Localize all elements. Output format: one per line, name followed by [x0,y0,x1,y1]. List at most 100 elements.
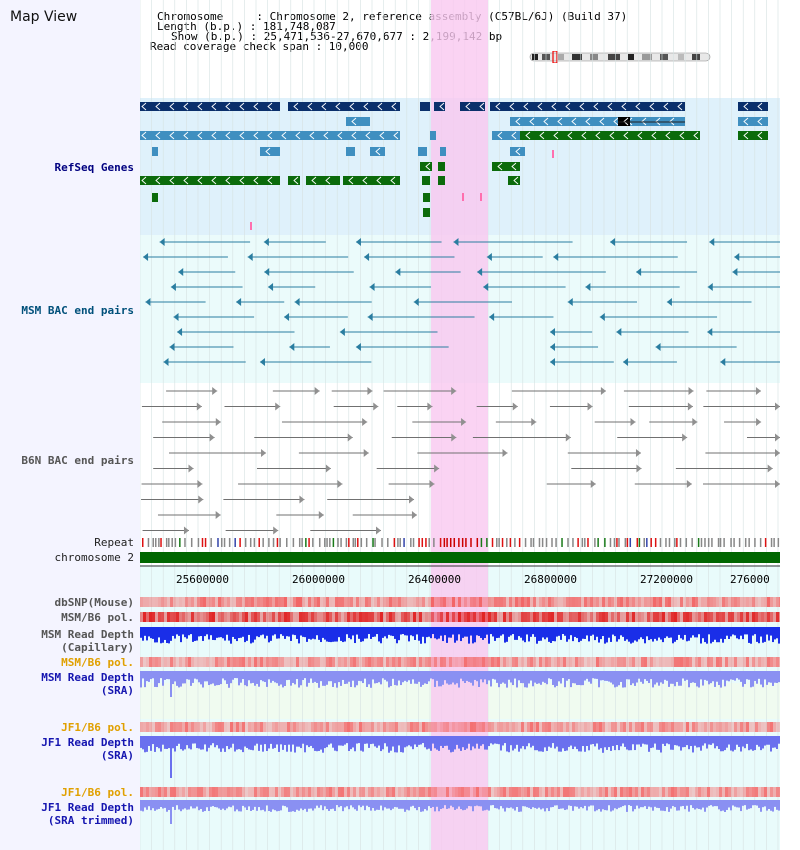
depth-bar [612,671,614,685]
genome-browser-canvas[interactable]: 25600000 26000000 26400000 26800000 2720… [140,0,780,850]
polymorphism-cell [251,787,254,797]
polymorphism-cell [329,722,332,732]
depth-bar [514,736,516,749]
strand-arrow [599,117,605,126]
depth-bar [670,671,672,684]
depth-bar [424,627,426,644]
polymorphism-cell [743,722,746,732]
depth-bar [168,627,170,644]
depth-bar [716,627,718,643]
depth-bar [202,800,204,812]
depth-bar [672,671,674,684]
depth-bar [742,736,744,747]
depth-bar [594,671,596,679]
polymorphism-cell [575,612,578,622]
polymorphism-cell [329,612,332,622]
repeat-element [604,538,606,547]
polymorphism-cell [347,657,350,667]
depth-bar [252,627,254,643]
track-label-jf1-pol-1[interactable]: JF1/B6 pol. [61,721,134,734]
depth-bar [762,671,764,688]
polymorphism-cell [155,612,158,622]
polymorphism-cell [623,597,626,607]
polymorphism-cell [779,597,780,607]
depth-bar [592,671,594,679]
depth-bar [310,800,312,809]
track-label-jf1-depth[interactable]: JF1 Read Depth [41,736,134,749]
polymorphism-cell [773,612,776,622]
depth-bar [382,800,384,811]
repeat-element [329,538,331,547]
polymorphism-cell [212,597,215,607]
polymorphism-cell [635,722,638,732]
strand-arrow [323,131,329,140]
depth-bar [522,800,524,807]
track-label-refseq[interactable]: RefSeq Genes [54,161,134,174]
depth-bar [284,736,286,746]
depth-bar [394,736,396,753]
depth-bar [686,627,688,642]
polymorphism-cell [221,722,224,732]
depth-bar [656,627,658,641]
depth-bar [218,627,220,638]
depth-bar [222,800,224,809]
depth-bar [192,736,194,744]
polymorphism-cell [242,612,245,622]
polymorphism-cell [155,597,158,607]
polymorphism-cell [635,787,638,797]
depth-bar [404,627,406,636]
polymorphism-cell [281,657,284,667]
track-label-jf1-trim[interactable]: JF1 Read Depth [41,801,134,814]
depth-bar [220,736,222,752]
depth-bar [156,800,158,810]
polymorphism-cell [590,722,593,732]
depth-bar [372,736,374,744]
strand-arrow [295,131,301,140]
depth-bar [298,627,300,644]
polymorphism-cell [488,597,491,607]
depth-bar [264,736,266,745]
bac-end-marker [294,298,300,306]
chromosome-ideogram[interactable] [528,51,714,63]
track-label-msm-pol-1[interactable]: MSM/B6 pol. [61,611,134,624]
depth-bar [298,671,300,688]
polymorphism-cell [497,657,500,667]
bac-end-marker [600,387,606,395]
depth-bar [456,736,458,745]
polymorphism-cell [284,787,287,797]
track-label-b6n-bac[interactable]: B6N BAC end pairs [21,454,134,467]
track-label-msm-depth-cap[interactable]: MSM Read Depth [41,628,134,641]
depth-bar [366,736,368,744]
depth-bar [552,627,554,642]
polymorphism-cell [284,597,287,607]
polymorphism-cell [413,597,416,607]
track-label-jf1-pol-2[interactable]: JF1/B6 pol. [61,786,134,799]
depth-bar [380,627,382,644]
depth-bar [658,627,660,638]
track-label-dbsnp[interactable]: dbSNP(Mouse) [54,596,134,609]
depth-bar [154,671,156,687]
polymorphism-cell [437,612,440,622]
depth-bar [324,627,326,640]
track-label-msm-depth-sra[interactable]: MSM Read Depth [41,671,134,684]
polymorphism-cell [440,722,443,732]
polymorphism-cell [539,787,542,797]
track-label-repeat[interactable]: Repeat [94,536,134,549]
polymorphism-cell [422,722,425,732]
polymorphism-cell [422,597,425,607]
repeat-element [239,538,241,547]
polymorphism-cell [230,787,233,797]
depth-bar [174,627,176,639]
polymorphism-cell [473,612,476,622]
track-label-msm-bac[interactable]: MSM BAC end pairs [21,304,134,317]
depth-bar [732,736,734,752]
depth-bar [358,671,360,681]
depth-bar [142,627,144,641]
track-label-chromosome[interactable]: chromosome 2 [54,551,134,564]
strand-arrow [677,102,683,111]
depth-bar [368,627,370,635]
polymorphism-cell [512,722,515,732]
track-label-msm-pol-2[interactable]: MSM/B6 pol. [61,656,134,669]
depth-bar [758,671,760,679]
depth-bar [222,736,224,749]
